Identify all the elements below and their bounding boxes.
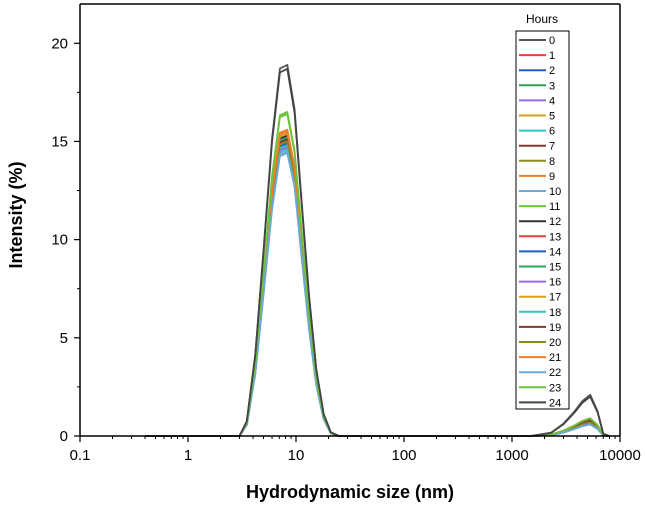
y-tick-label: 10 xyxy=(51,232,68,249)
legend-label-12: 12 xyxy=(549,216,561,228)
y-axis-title: Intensity (%) xyxy=(6,161,26,268)
y-tick-label: 0 xyxy=(60,428,68,445)
legend-label-18: 18 xyxy=(549,307,561,319)
series-line-24 xyxy=(145,67,610,437)
legend-label-6: 6 xyxy=(549,126,555,138)
legend-label-15: 15 xyxy=(549,262,561,274)
legend-label-17: 17 xyxy=(549,292,561,304)
legend-label-2: 2 xyxy=(549,65,555,77)
x-tick-label: 10000 xyxy=(599,447,641,464)
x-tick-label: 1 xyxy=(184,447,192,464)
x-tick-label: 10 xyxy=(288,447,305,464)
legend-label-1: 1 xyxy=(549,50,555,62)
legend-label-5: 5 xyxy=(549,111,555,123)
legend-label-0: 0 xyxy=(549,35,555,47)
y-tick-label: 5 xyxy=(60,330,68,347)
legend-label-8: 8 xyxy=(549,156,555,168)
legend-label-24: 24 xyxy=(549,397,561,409)
x-axis-title: Hydrodynamic size (nm) xyxy=(246,482,454,502)
axes xyxy=(79,3,621,437)
legend-label-13: 13 xyxy=(549,231,561,243)
y-tick-label: 15 xyxy=(51,133,68,150)
x-tick-label: 100 xyxy=(391,447,416,464)
legend-box xyxy=(515,30,570,410)
legend-label-19: 19 xyxy=(549,322,561,334)
legend-label-9: 9 xyxy=(549,171,555,183)
legend-label-21: 21 xyxy=(549,352,561,364)
legend-label-11: 11 xyxy=(549,201,560,213)
legend-label-23: 23 xyxy=(549,382,561,394)
plot-area xyxy=(145,64,610,437)
legend-label-22: 22 xyxy=(549,367,561,379)
x-tick-label: 1000 xyxy=(495,447,528,464)
legend-label-3: 3 xyxy=(549,80,555,92)
legend-label-14: 14 xyxy=(549,246,561,258)
legend-title: Hours xyxy=(526,12,558,26)
x-tick-label: 0.1 xyxy=(70,447,91,464)
legend: Hours 0123456789101112131415161718192021… xyxy=(515,12,570,410)
legend-label-20: 20 xyxy=(549,337,561,349)
y-tick-label: 20 xyxy=(51,35,68,52)
legend-label-7: 7 xyxy=(549,141,555,153)
legend-label-10: 10 xyxy=(549,186,561,198)
series-line-23 xyxy=(145,113,610,437)
legend-label-4: 4 xyxy=(549,95,555,107)
legend-label-16: 16 xyxy=(549,277,561,289)
